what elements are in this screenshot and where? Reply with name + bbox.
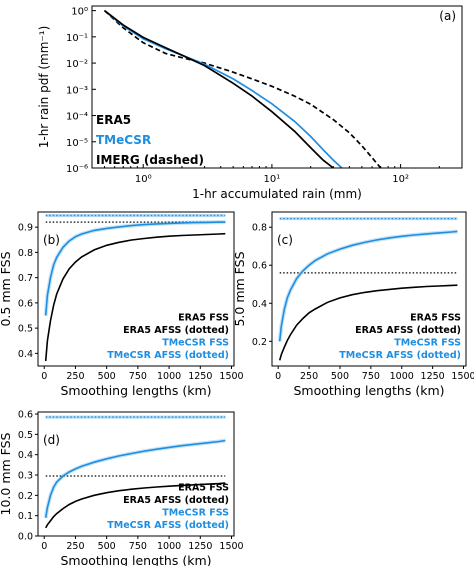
legend-entry: TMeCSR FSS	[162, 338, 229, 349]
x-tick-label: 10⁰	[135, 174, 152, 185]
y-tick-label: 10⁻²	[66, 59, 88, 70]
series-line-era5	[103, 9, 334, 169]
x-tick-label: 750	[362, 371, 380, 382]
x-tick-label: 1500	[219, 541, 243, 552]
legend-entry: TMeCSR	[96, 133, 151, 147]
y-axis-label: 10.0 mm FSS	[0, 432, 13, 515]
y-tick-label: 0.6	[252, 261, 267, 272]
fss-line-era5-fss	[44, 232, 226, 362]
legend-entry: ERA5	[96, 113, 131, 127]
x-tick-label: 10²	[392, 174, 409, 185]
y-tick-label: 0.5	[18, 430, 33, 441]
y-tick-label: 0.5	[18, 324, 33, 335]
y-tick-label: 0.2	[18, 491, 33, 502]
axes-frame	[91, 5, 463, 169]
y-tick-label: 10⁻⁴	[66, 112, 88, 123]
fss-band	[43, 220, 226, 316]
x-tick-label: 500	[98, 541, 116, 552]
y-tick-label: 10⁻³	[66, 85, 88, 96]
x-tick-label: 0	[275, 371, 281, 382]
x-tick-label: 1250	[188, 371, 212, 382]
fss-line-era5-fss	[44, 482, 226, 529]
y-tick-label: 10⁻⁵	[66, 138, 88, 149]
panel-label: (c)	[277, 233, 293, 247]
panel-d: 0.0 0.1 0.2 0.3 0.4 0.5 0.6 0 250 500 750 1000 1250 1…	[0, 410, 244, 566]
legend-entry: TMeCSR AFSS (dotted)	[339, 350, 461, 361]
x-tick-label: 1000	[157, 541, 181, 552]
legend-entry: ERA5 FSS	[410, 313, 461, 324]
x-axis-label: Smoothing lengths (km)	[60, 553, 211, 566]
y-tick-label: 0.8	[18, 248, 33, 259]
legend-entry: TMeCSR AFSS (dotted)	[107, 520, 229, 531]
y-axis-label: 5.0 mm FSS	[232, 251, 247, 326]
fss-line-tmecsr-fss	[44, 221, 226, 316]
axes-frame	[37, 211, 235, 367]
x-tick-label: 1000	[390, 371, 414, 382]
legend-entry: TMeCSR FSS	[394, 338, 461, 349]
x-axis-label: Smoothing lengths (km)	[60, 383, 211, 398]
legend-entry: TMeCSR FSS	[162, 508, 229, 519]
y-axis-label: 1-hr rain pdf (mm⁻¹)	[37, 26, 51, 149]
x-tick-label: 1250	[421, 371, 445, 382]
x-tick-label: 0	[41, 371, 47, 382]
x-tick-label: 0	[41, 541, 47, 552]
y-tick-label: 0.7	[18, 273, 33, 284]
y-tick-label: 0.9	[18, 223, 33, 234]
y-tick-label: 0.6	[18, 298, 33, 309]
legend-entry: ERA5 AFSS (dotted)	[123, 495, 229, 506]
y-tick-label: 0.2	[252, 337, 267, 348]
x-tick-label: 1250	[188, 541, 212, 552]
panel-c: 0.2 0.4 0.6 0.8 0 250 500 750 1000 1250 1500 (c) ERA…	[232, 211, 474, 398]
legend-entry: IMERG (dashed)	[96, 153, 204, 167]
x-tick-label: 10¹	[264, 174, 281, 185]
x-tick-label: 250	[66, 371, 84, 382]
legend-entry: ERA5 AFSS (dotted)	[355, 325, 461, 336]
axes-frame	[37, 411, 235, 537]
panel-a: 10⁻⁶ 10⁻⁵ 10⁻⁴ 10⁻³ 10⁻² 10⁻¹ 10⁰ 10⁰ 10¹ 10² (a) E…	[37, 5, 463, 201]
legend-entry: TMeCSR AFSS (dotted)	[107, 350, 229, 361]
fss-line-tmecsr-fss	[44, 439, 226, 518]
x-tick-label: 250	[66, 541, 84, 552]
y-tick-label: 0.0	[18, 532, 33, 543]
y-tick-label: 0.8	[252, 223, 267, 234]
fss-line-tmecsr-fss	[278, 230, 458, 342]
x-tick-label: 500	[331, 371, 349, 382]
legend-entry: ERA5 FSS	[178, 313, 229, 324]
x-tick-label: 750	[129, 371, 147, 382]
x-tick-label: 750	[129, 541, 147, 552]
series-line-tmecsr	[103, 9, 343, 169]
y-axis-label: 0.5 mm FSS	[0, 251, 13, 326]
y-tick-label: 0.3	[18, 471, 33, 482]
fss-line-era5-fss	[278, 284, 458, 361]
x-tick-label: 1500	[219, 371, 243, 382]
panel-label: (d)	[43, 433, 60, 447]
legend-entry: ERA5 FSS	[178, 483, 229, 494]
y-tick-label: 10⁻⁶	[66, 164, 88, 175]
x-axis-label: Smoothing lengths (km)	[293, 383, 444, 398]
panel-b: 0.4 0.5 0.6 0.7 0.8 0.9 0 250 500 750 1000 1250 1500…	[0, 211, 244, 398]
x-tick-label: 1000	[157, 371, 181, 382]
y-tick-label: 0.4	[252, 299, 267, 310]
legend-entry: ERA5 AFSS (dotted)	[123, 325, 229, 336]
y-tick-label: 10⁻¹	[66, 33, 88, 44]
x-tick-label: 1500	[451, 371, 474, 382]
y-tick-label: 10⁰	[71, 7, 88, 18]
y-tick-label: 0.4	[18, 450, 33, 461]
x-tick-label: 500	[98, 371, 116, 382]
x-tick-label: 250	[300, 371, 318, 382]
panel-label: (a)	[439, 9, 456, 23]
axes-frame	[271, 211, 467, 367]
panel-label: (b)	[43, 233, 60, 247]
y-tick-label: 0.6	[18, 410, 33, 421]
y-tick-label: 0.4	[18, 349, 33, 360]
x-axis-label: 1-hr accumulated rain (mm)	[192, 187, 362, 201]
y-tick-label: 0.1	[18, 511, 33, 522]
